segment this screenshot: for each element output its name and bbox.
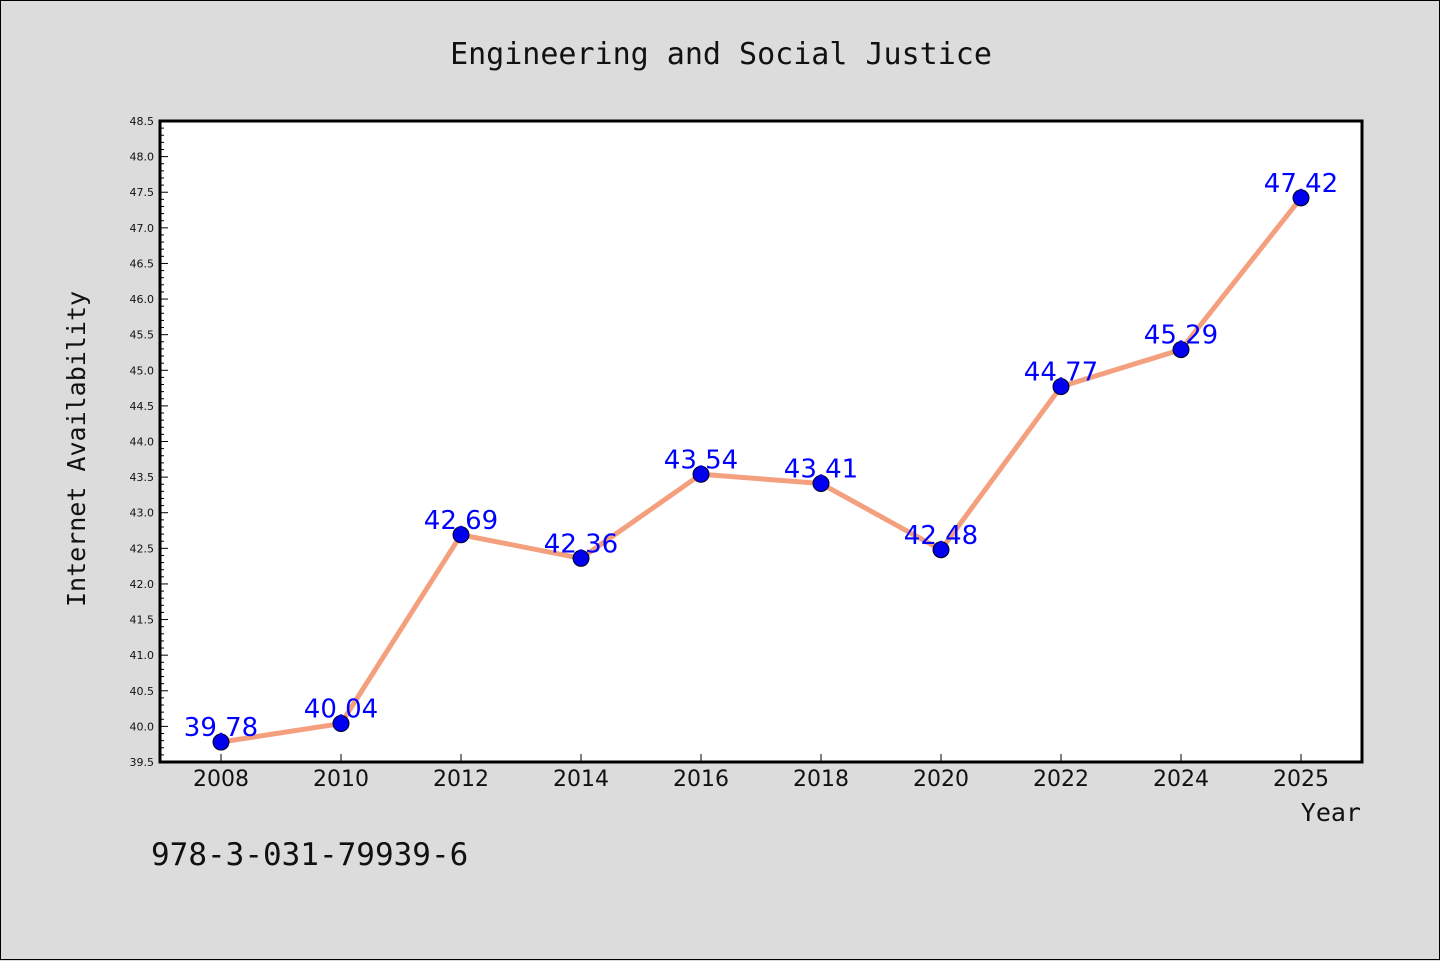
data-label: 44.77	[1024, 358, 1098, 388]
y-tick-label: 42.5	[130, 542, 155, 555]
chart-title: Engineering and Social Justice	[450, 37, 992, 72]
x-tick-label: 2012	[433, 767, 489, 792]
x-tick-label: 2024	[1153, 767, 1209, 792]
data-label: 42.48	[904, 521, 978, 551]
y-tick-label: 46.5	[130, 257, 155, 270]
data-labels-group: 39.78 40.04 42.69 42.36 43.54 43.41 42.48 44.77…	[184, 169, 1338, 743]
x-tick-label: 2020	[913, 767, 969, 792]
y-tick-label: 43.5	[130, 471, 155, 484]
data-label: 43.54	[664, 445, 738, 475]
x-tick-label: 2014	[553, 767, 609, 792]
x-axis-label: Year	[1301, 798, 1361, 827]
y-tick-label: 48.5	[130, 115, 155, 128]
y-tick-label: 42.0	[130, 578, 155, 591]
x-tick-label: 2022	[1033, 767, 1089, 792]
data-point	[932, 541, 950, 559]
data-point	[1052, 378, 1070, 396]
y-tick-label: 45.0	[130, 364, 155, 377]
y-tick-label: 46.0	[130, 293, 155, 306]
plot-area	[158, 119, 1364, 764]
data-point	[1172, 341, 1190, 359]
data-label: 39.78	[184, 713, 258, 743]
data-point	[1292, 189, 1310, 207]
y-tick-label: 47.0	[130, 222, 155, 235]
y-tick-label: 45.5	[130, 329, 155, 342]
data-point	[452, 526, 470, 544]
x-tick-label: 2016	[673, 767, 729, 792]
y-axis: 39.5 40.0 40.5 41.0 41.5 42.0 42.5 43.0 43.5 44.0…	[130, 115, 168, 769]
y-tick-label: 44.0	[130, 436, 155, 449]
y-tick-label: 40.5	[130, 685, 155, 698]
x-tick-label: 2008	[193, 767, 249, 792]
data-label: 42.36	[544, 529, 618, 559]
y-tick-label: 41.5	[130, 614, 155, 627]
data-label: 42.69	[424, 506, 498, 536]
y-tick-label: 41.0	[130, 649, 155, 662]
x-axis: 2008 2010 2012 2014 2016 2018 2020 2022 2024 2025	[193, 754, 1329, 792]
y-tick-label: 39.5	[130, 756, 155, 769]
data-point	[332, 715, 350, 733]
data-point	[692, 465, 710, 483]
data-label: 43.41	[784, 455, 858, 485]
x-tick-label: 2018	[793, 767, 849, 792]
data-label: 47.42	[1264, 169, 1338, 199]
y-tick-label: 40.0	[130, 720, 155, 733]
series-line	[220, 196, 1303, 745]
data-label: 45.29	[1144, 321, 1218, 351]
y-tick-label: 48.0	[130, 151, 155, 164]
series-group	[212, 189, 1310, 751]
x-tick-label: 2010	[313, 767, 369, 792]
isbn-note: 978-3-031-79939-6	[151, 837, 468, 873]
data-point	[572, 549, 590, 567]
y-tick-label: 47.5	[130, 186, 155, 199]
y-axis-label: Internet Availability	[62, 291, 91, 607]
x-tick-label: 2025	[1273, 767, 1329, 792]
y-tick-label: 43.0	[130, 507, 155, 520]
data-point	[212, 733, 230, 751]
y-tick-label: 44.5	[130, 400, 155, 413]
data-label: 40.04	[304, 695, 378, 725]
data-point	[812, 475, 830, 493]
